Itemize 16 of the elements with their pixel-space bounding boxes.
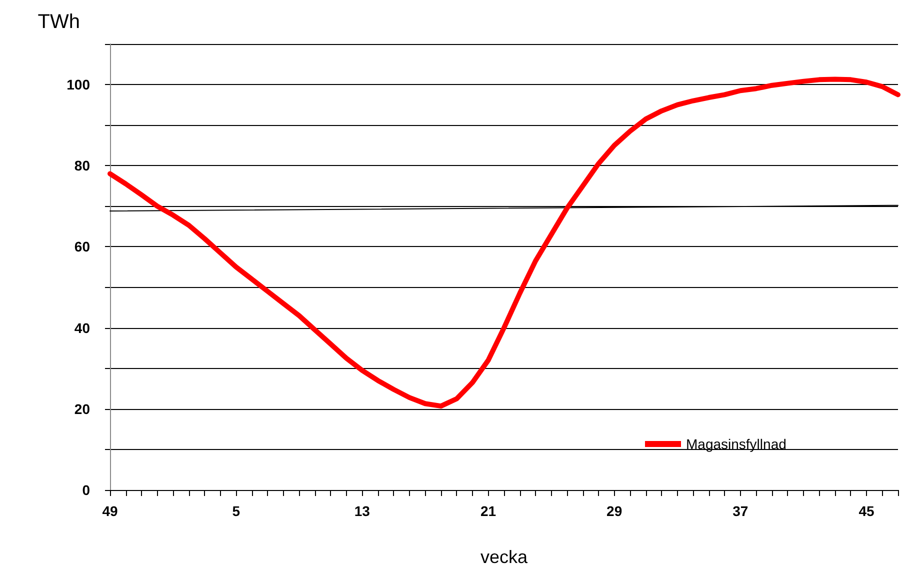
x-tick-label: 29 bbox=[606, 503, 622, 519]
x-tick-label: 49 bbox=[102, 503, 118, 519]
y-tick-label: 60 bbox=[74, 238, 90, 255]
x-tick-label: 37 bbox=[732, 503, 748, 519]
y-tick-label: 0 bbox=[82, 482, 90, 498]
y-tick-label: 80 bbox=[74, 158, 90, 174]
x-tick-label: 5 bbox=[232, 503, 240, 519]
x-tick-label: 13 bbox=[354, 503, 370, 519]
y-tick-label: 20 bbox=[74, 400, 90, 417]
x-tick-label: 45 bbox=[858, 503, 874, 519]
y-tick-label: 100 bbox=[66, 76, 90, 93]
legend-label: Magasinsfyllnad bbox=[686, 436, 786, 452]
x-axis-title: vecka bbox=[480, 547, 528, 567]
y-tick-label: 40 bbox=[74, 320, 90, 336]
x-tick-label: 21 bbox=[480, 503, 496, 519]
y-axis-title: TWh bbox=[38, 11, 80, 33]
